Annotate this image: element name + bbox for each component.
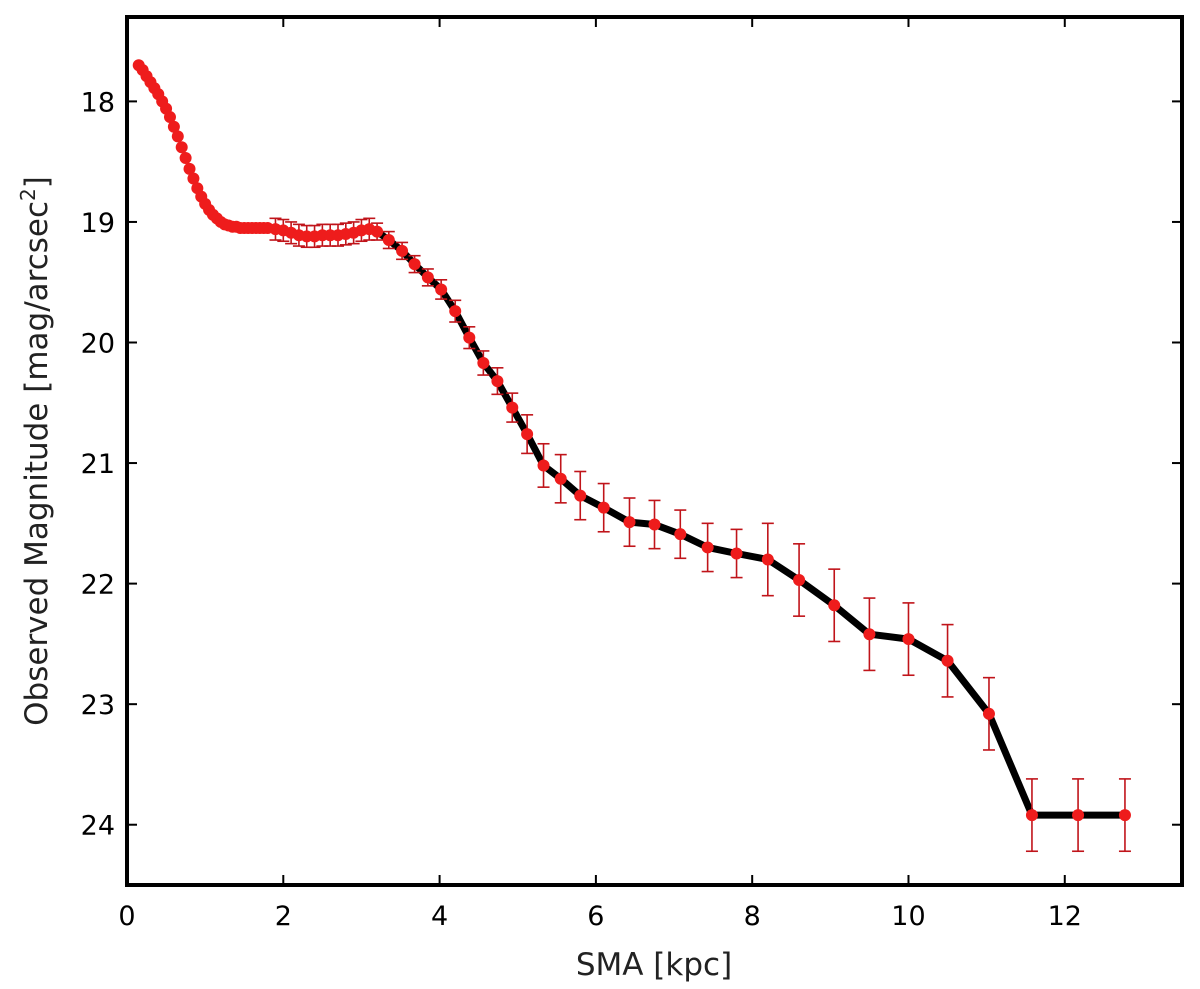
data-point	[574, 489, 587, 502]
data-point	[408, 258, 421, 271]
data-point	[863, 628, 876, 641]
data-point	[730, 547, 743, 560]
fit-line-layer	[373, 228, 1129, 819]
x-tick-label: 8	[744, 901, 761, 932]
y-axis-label-sup: 2	[16, 188, 40, 201]
error-bar-layer	[269, 217, 1131, 853]
data-point	[477, 356, 490, 369]
data-point	[521, 428, 534, 441]
data-point	[175, 141, 188, 154]
plot-frame	[125, 15, 1184, 887]
data-point	[179, 152, 192, 165]
x-tick-label: 0	[118, 901, 135, 932]
data-point	[382, 234, 395, 247]
data-point	[1072, 809, 1085, 822]
x-tick-label: 2	[275, 901, 292, 932]
data-point	[537, 459, 550, 472]
data-point	[171, 130, 184, 143]
data-point	[982, 707, 995, 720]
data-point	[828, 599, 841, 612]
data-point	[761, 553, 774, 566]
data-point	[463, 331, 476, 344]
x-tick-label: 6	[587, 901, 604, 932]
data-point	[167, 120, 180, 133]
data-point	[674, 528, 687, 541]
x-tick-label: 12	[1048, 901, 1082, 932]
x-axis-label: SMA [kpc]	[576, 947, 732, 983]
data-point	[449, 305, 462, 318]
data-point	[554, 472, 567, 485]
data-point	[793, 573, 806, 586]
data-point	[648, 518, 661, 531]
y-tick-label: 19	[81, 208, 115, 239]
data-point	[1118, 809, 1131, 822]
y-axis-label-close: ]	[19, 176, 55, 188]
x-tick-label: 10	[891, 901, 925, 932]
y-tick-label: 21	[81, 449, 115, 480]
y-tick-label: 24	[81, 811, 115, 842]
y-tick-label: 18	[81, 87, 115, 118]
data-point	[421, 271, 434, 284]
y-axis-label-main: Observed Magnitude [mag/arcsec	[19, 201, 55, 726]
data-point	[902, 633, 915, 646]
data-point	[163, 111, 176, 124]
data-point	[701, 541, 714, 554]
data-point	[371, 225, 384, 238]
fit-line	[373, 228, 1129, 819]
data-point	[506, 401, 519, 414]
data-point	[623, 516, 636, 529]
data-point	[1025, 809, 1038, 822]
data-point-layer	[132, 59, 1131, 822]
x-tick-label: 4	[431, 901, 448, 932]
data-point	[491, 375, 504, 388]
data-point	[183, 162, 196, 175]
y-axis-label: Observed Magnitude [mag/arcsec2]	[16, 176, 55, 726]
data-point	[941, 654, 954, 667]
data-point	[187, 172, 200, 185]
data-point	[435, 283, 448, 296]
y-tick-label: 23	[81, 690, 115, 721]
y-tick-label: 22	[81, 570, 115, 601]
y-tick-label: 20	[81, 329, 115, 360]
data-point	[597, 501, 610, 514]
data-point	[396, 244, 409, 257]
